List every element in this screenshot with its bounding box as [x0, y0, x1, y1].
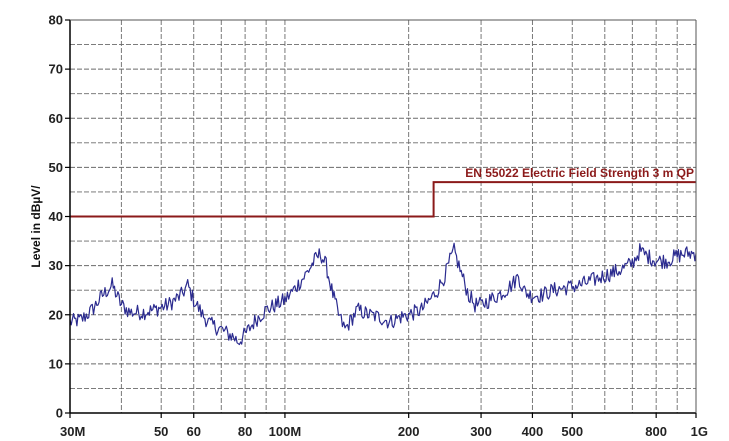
x-tick-labels: 30M 50 60 80 100M 200 300 400 500 800 1G	[60, 413, 708, 439]
y-tick-label: 60	[49, 111, 63, 126]
y-tick-label: 0	[56, 406, 63, 421]
x-tick-label: 500	[561, 424, 583, 439]
x-tick-label: 60	[187, 424, 201, 439]
series-group	[69, 242, 697, 346]
x-tick-label: 100M	[269, 424, 302, 439]
y-tick-label: 50	[49, 160, 63, 175]
y-tick-label: 10	[49, 356, 63, 371]
measurement-trace	[69, 242, 697, 346]
y-axis-label: Level in dBµV/	[29, 185, 43, 268]
limit-line-label: EN 55022 Electric Field Strength 3 m QP	[465, 166, 694, 180]
y-tick-label: 20	[49, 307, 63, 322]
x-tick-label: 300	[470, 424, 492, 439]
x-tick-label: 80	[238, 424, 252, 439]
x-tick-label: 50	[154, 424, 168, 439]
x-tick-label: 30M	[60, 424, 85, 439]
x-tick-label: 800	[645, 424, 667, 439]
limit-line-group	[70, 181, 696, 218]
x-tick-label: 400	[522, 424, 544, 439]
y-tick-label: 40	[49, 209, 63, 224]
x-tick-label: 1G	[691, 424, 708, 439]
y-tick-labels: 0 10 20 30 40 50 60 70 80	[49, 13, 70, 421]
y-tick-label: 80	[49, 13, 63, 28]
limit-line	[70, 181, 696, 218]
y-tick-label: 70	[49, 62, 63, 77]
x-tick-label: 200	[398, 424, 420, 439]
y-tick-label: 30	[49, 258, 63, 273]
